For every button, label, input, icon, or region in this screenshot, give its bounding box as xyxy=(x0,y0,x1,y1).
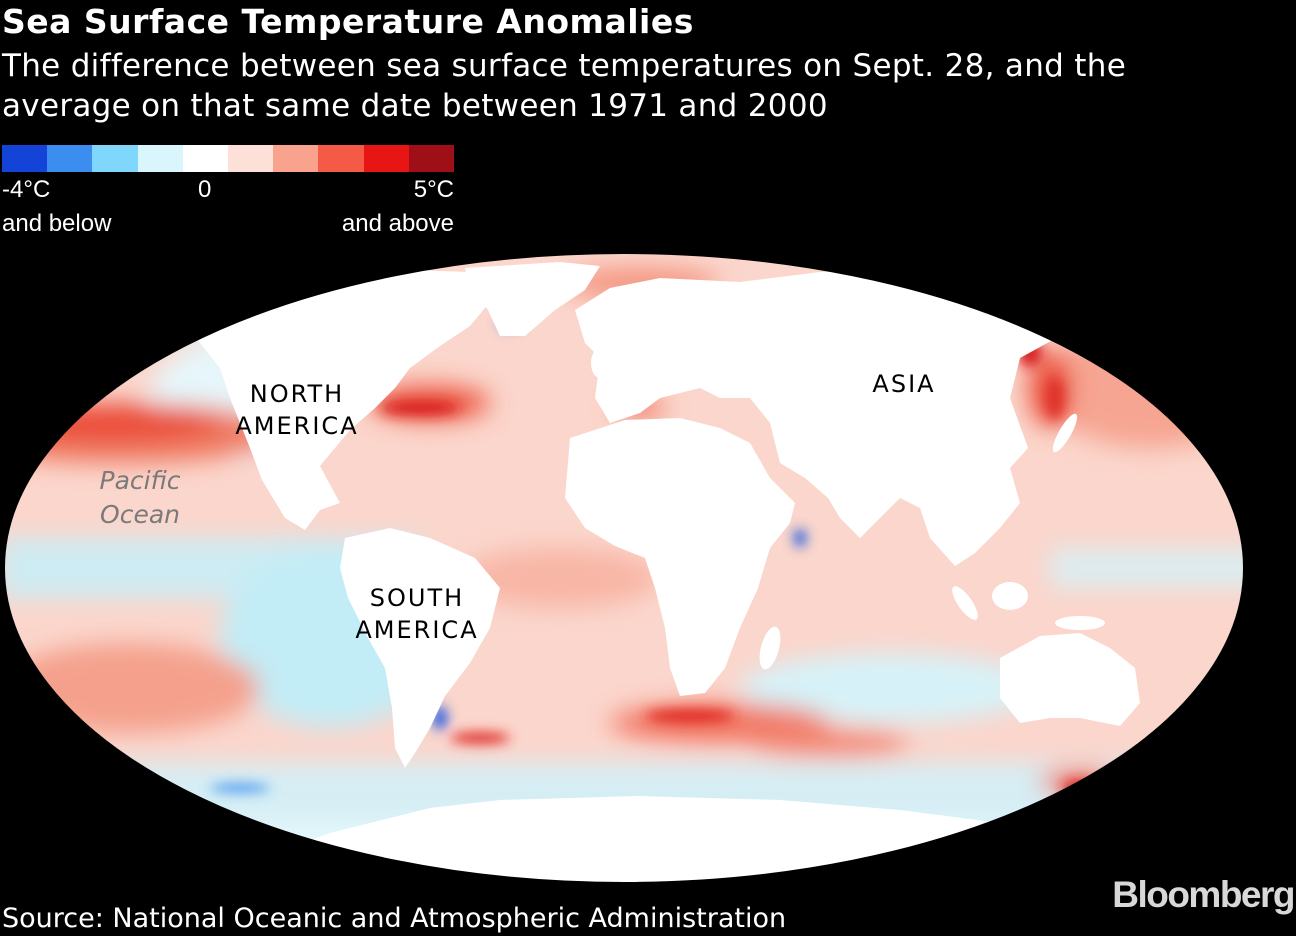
map-graphic xyxy=(3,252,1245,884)
map-label-north-america: NORTH AMERICA xyxy=(235,380,359,440)
japan-island xyxy=(1052,413,1078,453)
madagascar-island xyxy=(759,626,781,670)
legend-swatch-2 xyxy=(92,145,138,172)
world-map: NORTH AMERICA SOUTH AMERICA ASIA Pacific… xyxy=(0,248,1296,888)
chart-title: Sea Surface Temperature Anomalies xyxy=(2,2,694,41)
bloomberg-logo: Bloomberg xyxy=(1112,874,1295,915)
new-guinea-island xyxy=(1055,616,1105,630)
legend-swatch-7 xyxy=(318,145,364,172)
borneo-island xyxy=(992,582,1028,610)
south-america-landmass xyxy=(340,528,500,768)
africa-landmass xyxy=(565,418,795,696)
legend-swatch-1 xyxy=(47,145,93,172)
legend-high-note: and above xyxy=(341,210,454,237)
color-legend: -4°C and below 0 5°C and above xyxy=(2,145,455,242)
legend-swatch-3 xyxy=(137,145,183,172)
legend-high-value: 5°C xyxy=(413,176,454,203)
chart-subtitle: The difference between sea surface tempe… xyxy=(2,48,1127,124)
uk-island xyxy=(591,348,609,378)
map-label-asia: ASIA xyxy=(872,370,936,398)
legend-swatch-4 xyxy=(182,145,229,172)
greenland-landmass xyxy=(465,262,600,336)
land-masses xyxy=(175,262,1204,883)
legend-swatch-9 xyxy=(408,145,455,172)
north-america-landmass xyxy=(175,266,500,530)
legend-mid-value: 0 xyxy=(198,176,212,203)
sumatra-island xyxy=(952,586,978,620)
globe-outline xyxy=(3,252,1245,884)
eurasia-landmass xyxy=(575,268,1100,566)
legend-low-note: and below xyxy=(2,210,112,237)
source-note: Source: National Oceanic and Atmospheric… xyxy=(2,903,787,934)
legend-swatch-8 xyxy=(363,145,409,172)
legend-swatch-5 xyxy=(228,145,274,172)
map-label-south-america: SOUTH AMERICA xyxy=(355,584,479,644)
legend-swatch-0 xyxy=(2,145,48,172)
map-label-pacific-ocean: Pacific Ocean xyxy=(99,466,181,529)
legend-color-scale xyxy=(2,145,455,172)
legend-low-value: -4°C xyxy=(2,176,51,203)
legend-swatch-6 xyxy=(273,145,319,172)
australia-landmass xyxy=(1000,633,1140,726)
new-zealand-island xyxy=(1186,725,1204,751)
